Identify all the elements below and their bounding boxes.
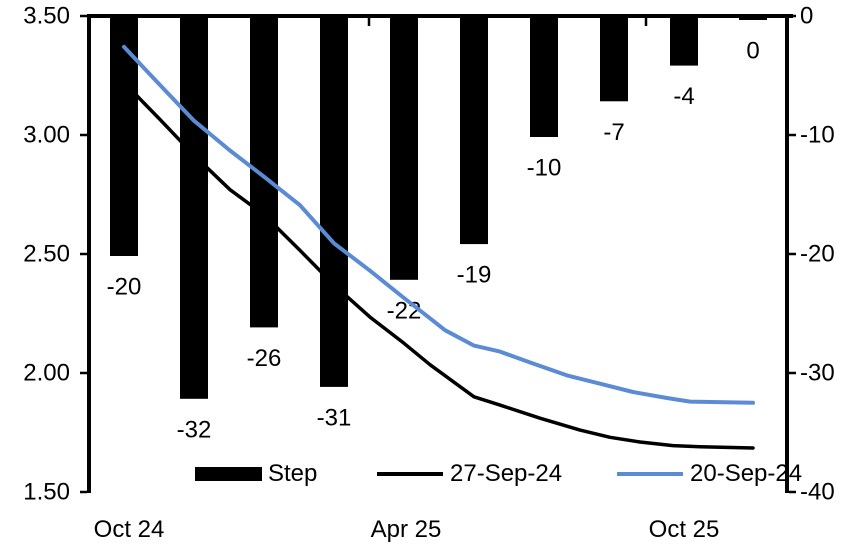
left-axis-tick-label: 1.50 (23, 479, 70, 506)
left-axis-tick (80, 371, 87, 375)
left-axis-tick (80, 490, 87, 494)
x-axis-label: Oct 25 (648, 516, 720, 543)
line-series-20-Sep-24 (122, 44, 755, 405)
step-bar-swatch (195, 467, 262, 481)
left-axis-tick (80, 133, 87, 137)
bar-value-label: -4 (673, 83, 694, 110)
x-axis-label: Apr 25 (370, 516, 442, 543)
bar-value-label: -20 (107, 274, 142, 301)
bar-value-label: 0 (746, 38, 759, 65)
right-axis-tick-label: -20 (800, 241, 835, 268)
bar-step (530, 14, 558, 137)
bar-step (390, 14, 418, 280)
legend-item-step: Step (195, 460, 318, 487)
bar-value-label: -10 (527, 155, 562, 182)
left-axis-tick (80, 252, 87, 256)
legend-item-20-sep-24: 20-Sep-24 (617, 460, 803, 487)
right-axis-tick-label: -10 (800, 122, 835, 149)
legend-item-27-sep-24: 27-Sep-24 (377, 460, 563, 487)
left-axis-tick-label: 2.50 (23, 241, 70, 268)
right-axis-tick (789, 490, 796, 494)
top-axis-tick (367, 18, 371, 26)
legend-label-20-sep-24: 20-Sep-24 (690, 460, 803, 487)
top-zero-axis-line (87, 14, 793, 18)
bar-value-label: -19 (457, 262, 492, 289)
bar-step (110, 14, 138, 256)
bar-step (739, 14, 767, 20)
bar-value-label: -26 (247, 345, 282, 372)
legend-label-step: Step (268, 460, 318, 487)
bar-step (460, 14, 488, 245)
left-axis-spine (87, 14, 91, 493)
top-axis-tick (644, 18, 648, 26)
bar-step (320, 14, 348, 387)
line-series-27-Sep-24 (122, 80, 755, 450)
bar-value-label: -22 (387, 297, 422, 324)
right-axis-tick-label: -40 (800, 479, 835, 506)
right-axis-tick (789, 252, 796, 256)
bar-step (670, 14, 698, 66)
left-axis-tick-label: 3.00 (23, 122, 70, 149)
bar-step (180, 14, 208, 399)
right-axis-tick-label: -30 (800, 360, 835, 387)
line-swatch-20-sep-24 (617, 472, 683, 476)
right-axis-tick-label: 0 (800, 3, 813, 30)
bar-value-label: -32 (177, 416, 212, 443)
x-axis-label: Oct 24 (93, 516, 165, 543)
bar-value-label: -7 (603, 119, 624, 146)
right-axis-tick (789, 14, 796, 18)
bar-step (600, 14, 628, 102)
line-swatch-27-sep-24 (377, 472, 443, 476)
right-axis-spine (785, 14, 789, 493)
legend-label-27-sep-24: 27-Sep-24 (450, 460, 563, 487)
left-axis-tick-label: 3.50 (23, 3, 70, 30)
left-axis-tick (80, 14, 87, 18)
right-axis-tick (789, 133, 796, 137)
bar-value-label: -31 (317, 404, 352, 431)
right-axis-tick (789, 371, 796, 375)
left-axis-tick-label: 2.00 (23, 360, 70, 387)
